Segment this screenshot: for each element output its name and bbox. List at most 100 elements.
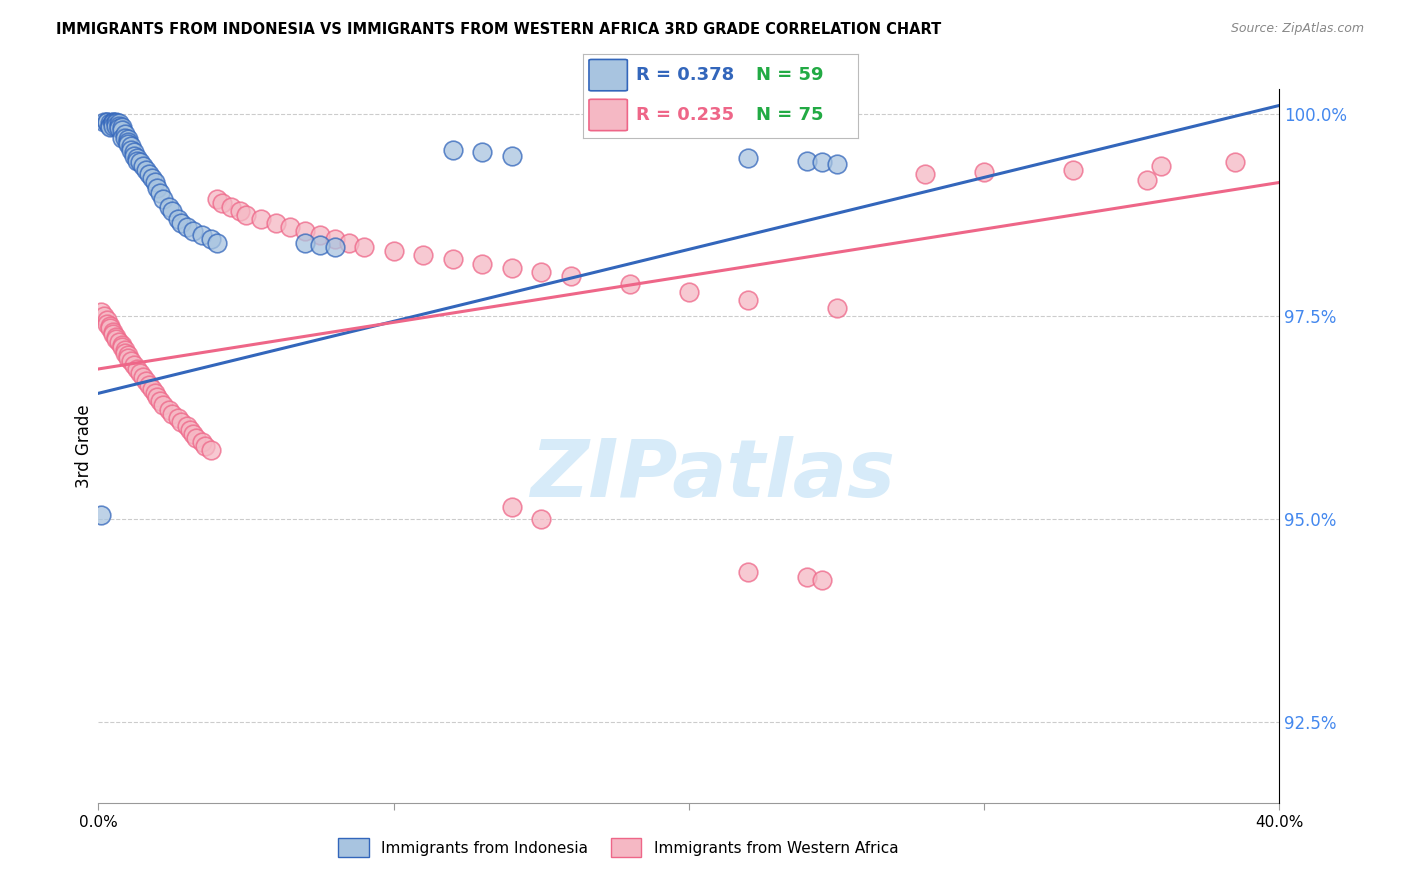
- Point: [108, 116, 131, 130]
- Point: [138, 167, 160, 181]
- Point: [530, 265, 553, 279]
- Point: [111, 131, 134, 145]
- Point: [143, 176, 166, 190]
- Point: [149, 186, 172, 200]
- Point: [235, 208, 257, 222]
- Point: [530, 512, 553, 526]
- Point: [560, 268, 582, 283]
- Point: [229, 203, 252, 218]
- Point: [973, 165, 995, 179]
- Point: [501, 260, 523, 275]
- Point: [141, 171, 163, 186]
- Point: [141, 382, 163, 396]
- Point: [105, 116, 128, 130]
- Text: ZIPatlas: ZIPatlas: [530, 435, 896, 514]
- Point: [98, 119, 121, 133]
- Point: [501, 149, 523, 163]
- Point: [108, 335, 131, 350]
- Point: [157, 402, 180, 417]
- Point: [191, 434, 214, 449]
- Point: [117, 137, 139, 152]
- Point: [120, 354, 142, 368]
- Point: [412, 248, 434, 262]
- Point: [294, 236, 316, 251]
- Point: [103, 326, 125, 340]
- Point: [1150, 159, 1173, 173]
- Point: [170, 415, 193, 429]
- Point: [737, 565, 759, 579]
- Point: [125, 151, 148, 165]
- Point: [152, 192, 174, 206]
- Point: [353, 240, 375, 254]
- Point: [128, 366, 150, 380]
- Point: [120, 139, 142, 153]
- Point: [825, 157, 848, 171]
- Point: [111, 337, 134, 351]
- Point: [114, 127, 136, 141]
- Point: [103, 327, 125, 342]
- Point: [96, 318, 118, 332]
- Point: [111, 122, 134, 136]
- Point: [181, 426, 204, 441]
- Point: [143, 386, 166, 401]
- Point: [501, 500, 523, 514]
- Point: [167, 211, 190, 226]
- Point: [810, 573, 832, 587]
- Point: [1062, 163, 1084, 178]
- Point: [211, 195, 233, 210]
- Point: [157, 200, 180, 214]
- Point: [98, 321, 121, 335]
- Point: [339, 236, 361, 251]
- Point: [264, 216, 287, 230]
- Point: [120, 143, 142, 157]
- Point: [93, 114, 115, 128]
- Point: [103, 114, 125, 128]
- Point: [825, 301, 848, 315]
- Point: [170, 216, 193, 230]
- Point: [90, 508, 112, 522]
- Point: [323, 240, 346, 254]
- Point: [125, 362, 148, 376]
- Point: [122, 145, 145, 160]
- Point: [122, 149, 145, 163]
- Point: [678, 285, 700, 299]
- Point: [108, 119, 131, 133]
- FancyBboxPatch shape: [589, 99, 627, 130]
- Point: [221, 200, 243, 214]
- Point: [98, 120, 121, 135]
- Text: R = 0.378: R = 0.378: [636, 66, 734, 84]
- Point: [471, 256, 494, 270]
- Point: [167, 410, 190, 425]
- Text: R = 0.235: R = 0.235: [636, 106, 734, 124]
- Point: [184, 431, 207, 445]
- Y-axis label: 3rd Grade: 3rd Grade: [75, 404, 93, 488]
- Point: [619, 277, 641, 291]
- Point: [441, 143, 464, 157]
- Point: [98, 318, 121, 333]
- Point: [111, 340, 134, 354]
- Point: [471, 145, 494, 160]
- Point: [114, 345, 136, 359]
- Point: [90, 305, 112, 319]
- Point: [138, 378, 160, 392]
- Point: [98, 116, 121, 130]
- Point: [117, 135, 139, 149]
- Point: [280, 220, 302, 235]
- Point: [117, 351, 139, 366]
- Point: [1136, 173, 1159, 187]
- FancyBboxPatch shape: [589, 60, 627, 91]
- Point: [796, 570, 818, 584]
- Point: [914, 167, 936, 181]
- Text: N = 75: N = 75: [756, 106, 824, 124]
- Point: [105, 329, 128, 343]
- Point: [309, 228, 332, 243]
- Point: [250, 211, 273, 226]
- Point: [103, 119, 125, 133]
- Text: IMMIGRANTS FROM INDONESIA VS IMMIGRANTS FROM WESTERN AFRICA 3RD GRADE CORRELATIO: IMMIGRANTS FROM INDONESIA VS IMMIGRANTS …: [56, 22, 942, 37]
- Point: [128, 155, 150, 169]
- Point: [146, 181, 169, 195]
- Point: [103, 114, 125, 128]
- Point: [125, 153, 148, 168]
- Point: [132, 159, 155, 173]
- Point: [162, 407, 183, 421]
